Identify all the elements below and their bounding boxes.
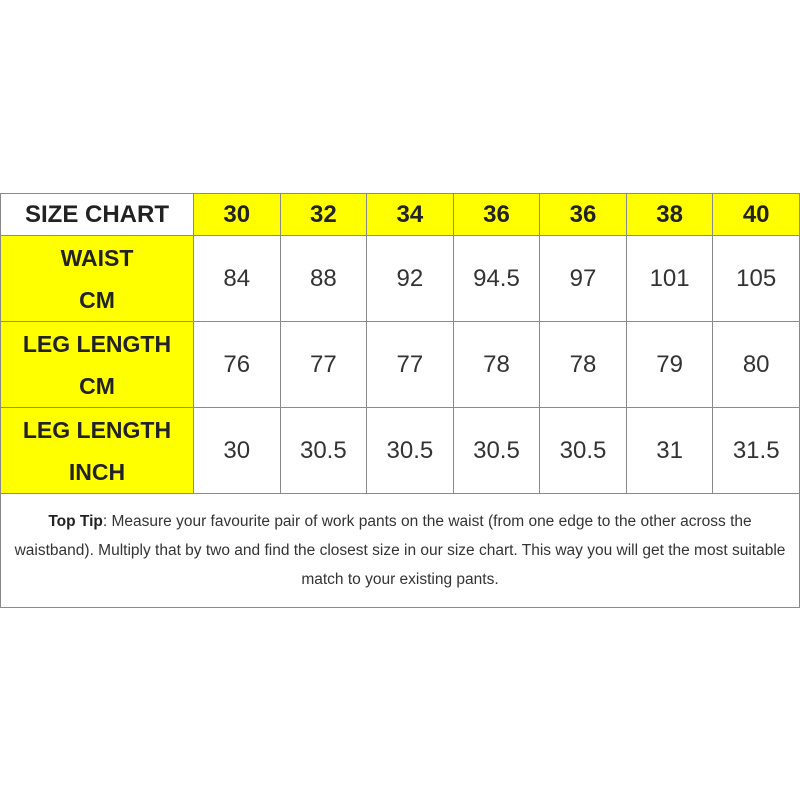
cell: 105 <box>712 235 800 322</box>
row-label-line1: LEG LENGTH <box>22 416 172 443</box>
cell: 30 <box>193 407 281 494</box>
cell: 78 <box>539 321 627 408</box>
cell: 94.5 <box>452 235 541 322</box>
size-header: 34 <box>366 193 454 236</box>
cell: 76 <box>193 321 281 408</box>
size-header: 40 <box>712 193 800 236</box>
cell: 30.5 <box>279 407 368 494</box>
cell: 77 <box>366 321 454 408</box>
row-label-line2: CM <box>79 286 115 313</box>
size-header: 38 <box>625 193 714 236</box>
table-row-leg-length-cm: LEG LENGTH CM 76 77 77 78 78 79 80 <box>0 321 800 408</box>
top-tip: Top Tip: Measure your favourite pair of … <box>0 493 800 608</box>
row-label: WAIST CM <box>0 235 194 322</box>
cell: 31.5 <box>712 407 800 494</box>
header-row: SIZE CHART 30 32 34 36 36 38 40 <box>0 193 800 236</box>
size-chart-table: SIZE CHART 30 32 34 36 36 38 40 WAIST CM … <box>0 193 800 608</box>
cell: 84 <box>193 235 281 322</box>
cell: 31 <box>625 407 714 494</box>
tip-text: : Measure your favourite pair of work pa… <box>14 513 786 588</box>
row-label: LEG LENGTH CM <box>0 321 194 408</box>
tip-row: Top Tip: Measure your favourite pair of … <box>0 493 800 608</box>
size-header: 36 <box>539 193 627 236</box>
table-row-waist-cm: WAIST CM 84 88 92 94.5 97 101 105 <box>0 235 800 322</box>
size-header: 32 <box>279 193 368 236</box>
size-header: 36 <box>452 193 541 236</box>
table-row-leg-length-inch: LEG LENGTH INCH 30 30.5 30.5 30.5 30.5 31… <box>0 407 800 494</box>
cell: 77 <box>279 321 368 408</box>
cell: 101 <box>625 235 714 322</box>
row-label-line2: INCH <box>68 458 126 485</box>
row-label-line2: CM <box>79 372 115 399</box>
cell: 30.5 <box>366 407 454 494</box>
row-label-line1: WAIST <box>60 244 134 271</box>
cell: 97 <box>539 235 627 322</box>
tip-label: Top Tip <box>48 513 103 530</box>
cell: 30.5 <box>452 407 541 494</box>
cell: 78 <box>452 321 541 408</box>
cell: 88 <box>279 235 368 322</box>
row-label: LEG LENGTH INCH <box>0 407 194 494</box>
cell: 30.5 <box>539 407 627 494</box>
size-header: 30 <box>193 193 281 236</box>
cell: 79 <box>625 321 714 408</box>
row-label-line1: LEG LENGTH <box>22 330 172 357</box>
cell: 92 <box>366 235 454 322</box>
cell: 80 <box>712 321 800 408</box>
corner-label: SIZE CHART <box>0 193 194 236</box>
